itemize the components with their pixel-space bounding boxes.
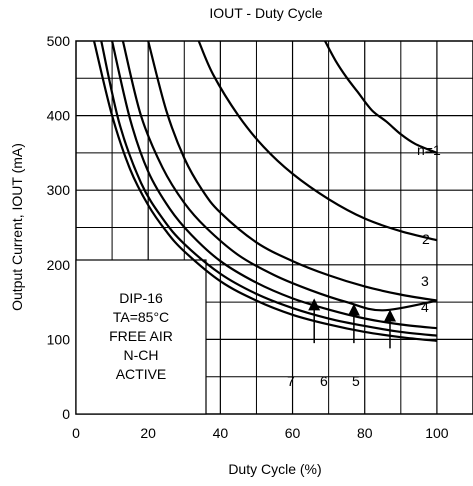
x-tick-label: 40 <box>213 425 229 441</box>
x-tick-labels: 0 20 40 60 80 100 <box>72 425 449 441</box>
annotation-line-3: FREE AIR <box>109 328 173 344</box>
x-axis-label: Duty Cycle (%) <box>228 461 321 477</box>
series-line-2 <box>197 40 438 242</box>
arrow-head-6 <box>347 303 360 316</box>
arrow-head-7 <box>308 298 321 311</box>
y-axis-label: Output Current, IOUT (mA) <box>9 143 25 311</box>
x-tick-label: 100 <box>425 425 449 441</box>
annotation-line-4: N-CH <box>124 347 159 363</box>
y-tick-label: 300 <box>47 182 71 198</box>
curve-label-2: 2 <box>422 231 430 247</box>
arrows <box>308 298 396 349</box>
y-tick-labels: 0 100 200 300 400 500 <box>47 33 71 422</box>
y-tick-label: 500 <box>47 33 71 49</box>
curve-labels: n=1 2 3 4 7 6 5 <box>287 142 441 389</box>
series-line-5 <box>111 40 438 330</box>
chart-title: IOUT - Duty Cycle <box>209 5 323 21</box>
curve-label-7: 7 <box>287 373 295 389</box>
y-tick-label: 0 <box>62 406 70 422</box>
series-line-6 <box>100 40 438 337</box>
annotation-line-2: TA=85°C <box>113 309 169 325</box>
y-tick-label: 400 <box>47 108 71 124</box>
x-tick-label: 20 <box>140 425 156 441</box>
curve-label-6: 6 <box>320 373 328 389</box>
x-tick-label: 0 <box>72 425 80 441</box>
curve-label-5: 5 <box>352 373 360 389</box>
series-line-n1 <box>324 40 438 154</box>
series-line-7 <box>92 40 438 342</box>
curve-label-4: 4 <box>421 299 429 315</box>
annotation-box <box>75 259 207 415</box>
curve-label-3: 3 <box>421 273 429 289</box>
curve-label-n1: n=1 <box>417 142 441 158</box>
x-tick-label: 60 <box>285 425 301 441</box>
series-line-3 <box>147 40 438 302</box>
y-tick-label: 200 <box>47 257 71 273</box>
annotation-line-5: ACTIVE <box>116 366 167 382</box>
plot-border <box>75 40 473 415</box>
curves <box>92 40 438 342</box>
x-tick-label: 80 <box>357 425 373 441</box>
arrow-head-5 <box>383 309 396 322</box>
annotation-line-1: DIP-16 <box>119 290 163 306</box>
series-line-4 <box>121 40 438 312</box>
y-tick-label: 100 <box>47 331 71 347</box>
